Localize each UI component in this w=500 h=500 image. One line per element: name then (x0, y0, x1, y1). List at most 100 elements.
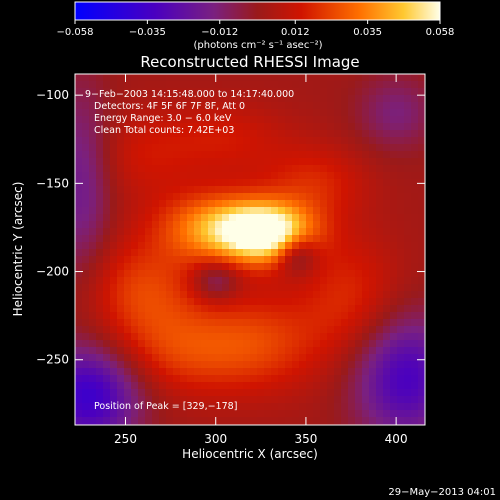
heatmap-cell (383, 319, 391, 327)
heatmap-cell (110, 298, 118, 306)
heatmap-cell (271, 277, 279, 285)
heatmap-cell (229, 347, 237, 355)
heatmap-cell (376, 172, 384, 180)
heatmap-cell (355, 193, 363, 201)
heatmap-cell (110, 158, 118, 166)
heatmap-cell (229, 354, 237, 362)
heatmap-cell (222, 221, 230, 229)
heatmap-cell (236, 291, 244, 299)
heatmap-cell (271, 95, 279, 103)
heatmap-cell (82, 193, 90, 201)
heatmap-cell (362, 88, 370, 96)
heatmap-cell (152, 326, 160, 334)
heatmap-cell (341, 109, 349, 117)
heatmap-cell (243, 270, 251, 278)
heatmap-cell (131, 102, 139, 110)
heatmap-cell (215, 319, 223, 327)
heatmap-cell (257, 242, 265, 250)
heatmap-cell (348, 88, 356, 96)
heatmap-cell (243, 305, 251, 313)
heatmap-cell (271, 347, 279, 355)
heatmap-cell (292, 151, 300, 159)
heatmap-cell (418, 172, 425, 180)
heatmap-cell (271, 333, 279, 341)
heatmap-cell (250, 172, 258, 180)
heatmap-cell (166, 109, 174, 117)
heatmap-cell (341, 130, 349, 138)
heatmap-cell (166, 74, 174, 82)
heatmap-cell (411, 403, 419, 411)
heatmap-cell (327, 396, 335, 404)
heatmap-cell (369, 81, 377, 89)
heatmap-cell (264, 144, 272, 152)
plot-frame (74, 73, 426, 426)
heatmap-image (75, 74, 425, 425)
heatmap-cell (285, 249, 293, 257)
heatmap-cell (194, 256, 202, 264)
heatmap-cell (131, 375, 139, 383)
heatmap-cell (348, 137, 356, 145)
heatmap-cell (152, 144, 160, 152)
heatmap-cell (187, 151, 195, 159)
heatmap-cell (222, 200, 230, 208)
heatmap-cell (117, 256, 125, 264)
heatmap-cell (222, 354, 230, 362)
heatmap-cell (299, 403, 307, 411)
heatmap-cell (208, 270, 216, 278)
heatmap-cell (152, 410, 160, 418)
heatmap-cell (131, 417, 139, 425)
heatmap-cell (250, 410, 258, 418)
heatmap-cell (306, 151, 314, 159)
heatmap-cell (208, 95, 216, 103)
heatmap-cell (166, 158, 174, 166)
heatmap-cell (313, 95, 321, 103)
heatmap-cell (89, 165, 97, 173)
heatmap-cell (362, 347, 370, 355)
heatmap-cell (215, 382, 223, 390)
heatmap-cell (341, 102, 349, 110)
heatmap-cell (362, 403, 370, 411)
heatmap-cell (271, 382, 279, 390)
heatmap-cell (369, 361, 377, 369)
heatmap-cell (117, 74, 125, 82)
heatmap-cell (236, 116, 244, 124)
heatmap-cell (306, 165, 314, 173)
heatmap-cell (397, 193, 405, 201)
heatmap-cell (271, 109, 279, 117)
heatmap-cell (348, 249, 356, 257)
heatmap-cell (327, 144, 335, 152)
heatmap-cell (285, 200, 293, 208)
heatmap-cell (222, 249, 230, 257)
heatmap-cell (362, 340, 370, 348)
heatmap-cell (320, 151, 328, 159)
heatmap-cell (285, 88, 293, 96)
heatmap-cell (313, 319, 321, 327)
heatmap-cell (299, 179, 307, 187)
heatmap-cell (369, 249, 377, 257)
heatmap-cell (124, 74, 132, 82)
heatmap-cell (334, 137, 342, 145)
heatmap-cell (355, 221, 363, 229)
heatmap-cell (152, 179, 160, 187)
heatmap-cell (145, 277, 153, 285)
heatmap-cell (341, 88, 349, 96)
heatmap-cell (397, 333, 405, 341)
heatmap-cell (341, 263, 349, 271)
heatmap-cell (187, 354, 195, 362)
heatmap-cell (271, 403, 279, 411)
heatmap-cell (89, 347, 97, 355)
heatmap-cell (187, 389, 195, 397)
heatmap-cell (89, 382, 97, 390)
heatmap-cell (75, 340, 83, 348)
heatmap-cell (334, 284, 342, 292)
heatmap-cell (159, 137, 167, 145)
heatmap-cell (285, 277, 293, 285)
heatmap-cell (117, 284, 125, 292)
heatmap-cell (376, 396, 384, 404)
heatmap-cell (201, 137, 209, 145)
heatmap-cell (131, 403, 139, 411)
heatmap-cell (285, 207, 293, 215)
heatmap-cell (173, 172, 181, 180)
heatmap-cell (264, 375, 272, 383)
heatmap-cell (96, 305, 104, 313)
